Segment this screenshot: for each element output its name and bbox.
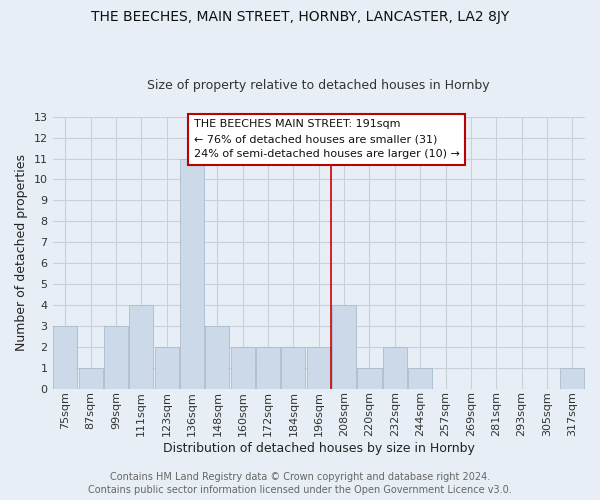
Bar — [332, 305, 356, 388]
Bar — [155, 346, 179, 389]
Bar — [256, 346, 280, 389]
X-axis label: Distribution of detached houses by size in Hornby: Distribution of detached houses by size … — [163, 442, 475, 455]
Bar — [129, 305, 154, 388]
Bar — [281, 346, 305, 389]
Text: Contains HM Land Registry data © Crown copyright and database right 2024.
Contai: Contains HM Land Registry data © Crown c… — [88, 472, 512, 495]
Y-axis label: Number of detached properties: Number of detached properties — [15, 154, 28, 351]
Text: THE BEECHES MAIN STREET: 191sqm
← 76% of detached houses are smaller (31)
24% of: THE BEECHES MAIN STREET: 191sqm ← 76% of… — [194, 120, 460, 159]
Bar — [560, 368, 584, 388]
Bar — [104, 326, 128, 388]
Text: THE BEECHES, MAIN STREET, HORNBY, LANCASTER, LA2 8JY: THE BEECHES, MAIN STREET, HORNBY, LANCAS… — [91, 10, 509, 24]
Bar — [180, 158, 204, 388]
Bar — [307, 346, 331, 389]
Bar — [205, 326, 229, 388]
Title: Size of property relative to detached houses in Hornby: Size of property relative to detached ho… — [148, 79, 490, 92]
Bar — [408, 368, 432, 388]
Bar — [230, 346, 255, 389]
Bar — [53, 326, 77, 388]
Bar — [79, 368, 103, 388]
Bar — [358, 368, 382, 388]
Bar — [383, 346, 407, 389]
